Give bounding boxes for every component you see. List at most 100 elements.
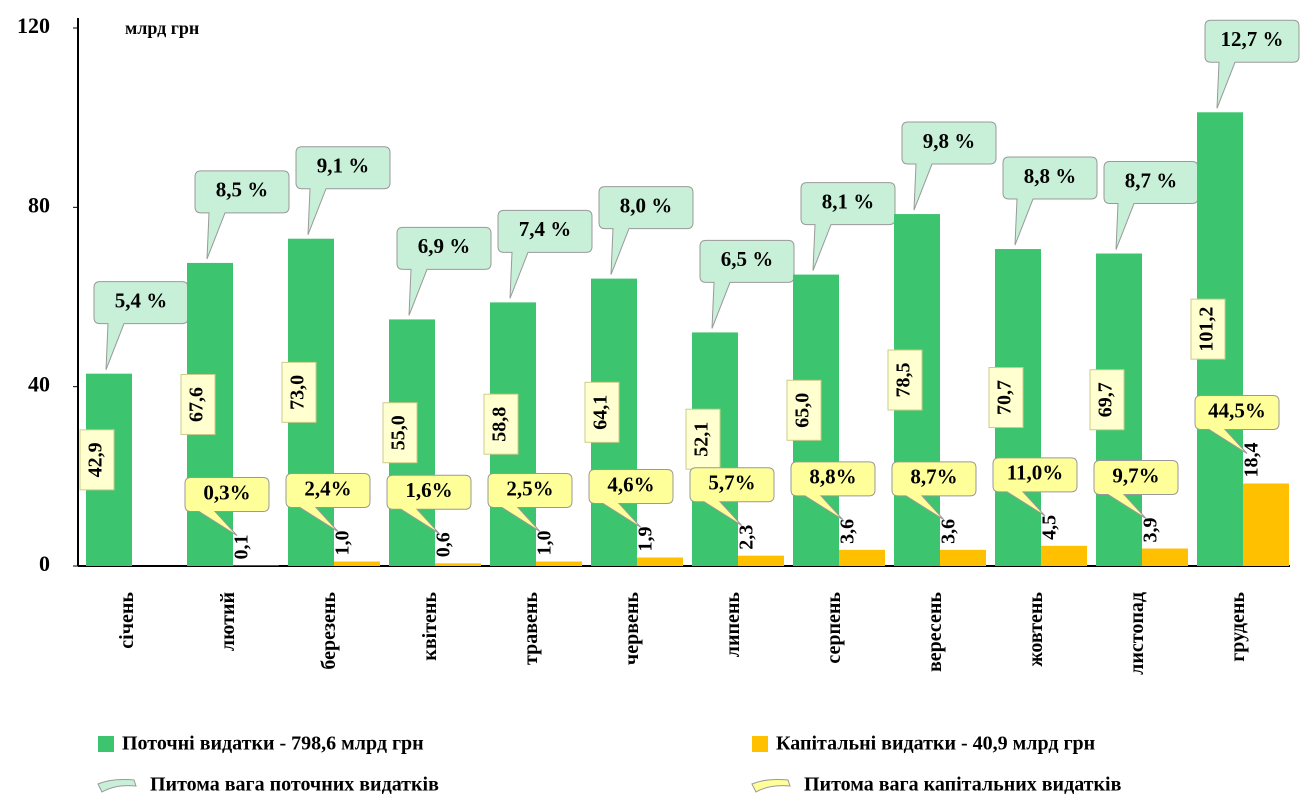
legend-label: Питома вага капітальних видатків [804, 774, 1122, 796]
share-label: 7,4 % [519, 217, 572, 241]
share-callout [184, 477, 270, 536]
share-label: 4,6% [607, 472, 654, 496]
bar [1041, 545, 1087, 566]
share-label: 44,5% [1208, 398, 1266, 422]
value-label: 52,1 [691, 422, 713, 457]
y-tick-label: 120 [17, 13, 50, 38]
value-label-box [584, 381, 620, 443]
value-label: 58,8 [489, 407, 511, 442]
x-tick-label: лютий [217, 592, 239, 651]
x-tick-label: червень [621, 592, 643, 665]
share-callout [285, 473, 371, 532]
bar [940, 549, 986, 566]
share-callout [1194, 395, 1280, 454]
share-label: 9,7% [1112, 463, 1159, 487]
x-tick-label: липень [722, 592, 744, 658]
share-callout [1093, 460, 1179, 519]
value-label-box [382, 402, 418, 464]
share-label: 8,1 % [822, 189, 875, 213]
value-label: 3,6 [938, 519, 960, 544]
share-label: 5,7% [708, 471, 755, 495]
bar [1243, 483, 1289, 566]
bar [536, 561, 582, 566]
value-label-box [180, 373, 216, 435]
value-label-box [281, 361, 317, 423]
legend-label: Питома вага поточних видатків [150, 774, 439, 796]
value-label: 70,7 [994, 380, 1016, 415]
value-label: 2,3 [736, 525, 758, 550]
legend-label: Поточні видатки - 798,6 млрд грн [122, 733, 424, 755]
share-callout [598, 186, 694, 275]
x-tick-label: квітень [419, 592, 441, 661]
x-tick-label: травень [520, 592, 542, 665]
value-label: 42,9 [85, 442, 107, 477]
value-label-box [1089, 369, 1125, 431]
share-callout [487, 473, 573, 532]
value-label: 4,5 [1039, 515, 1061, 540]
y-tick-label: 40 [28, 372, 50, 397]
x-tick-label: жовтень [1025, 592, 1047, 667]
share-label: 8,8% [809, 465, 856, 489]
value-label: 1,9 [635, 526, 657, 551]
x-tick-label: січень [116, 592, 138, 649]
share-label: 8,8 % [1024, 164, 1077, 188]
value-label: 65,0 [792, 393, 814, 428]
share-label: 9,8 % [923, 129, 976, 153]
legend-callout-icon [751, 779, 791, 793]
share-callout [992, 457, 1078, 517]
share-callout [790, 461, 876, 521]
share-label: 8,7% [910, 465, 957, 489]
share-label: 6,9 % [418, 234, 471, 258]
value-label: 3,9 [1140, 518, 1162, 543]
value-label: 73,0 [287, 375, 309, 410]
y-tick-label: 0 [39, 551, 50, 576]
share-callout [194, 170, 290, 260]
value-label: 1,0 [332, 531, 354, 556]
value-label: 18,4 [1241, 443, 1263, 478]
value-label: 101,2 [1196, 307, 1218, 352]
value-label: 0,6 [433, 532, 455, 557]
bar [1142, 548, 1188, 566]
legend-swatch [752, 736, 768, 752]
share-label: 12,7 % [1221, 27, 1284, 51]
value-label: 69,7 [1095, 382, 1117, 417]
share-label: 1,6% [405, 478, 452, 502]
share-label: 9,1 % [317, 154, 370, 178]
legend-swatch [98, 736, 114, 752]
x-tick-label: листопад [1126, 592, 1148, 675]
x-tick-label: грудень [1227, 592, 1249, 662]
legend-label: Капітальні видатки - 40,9 млрд грн [776, 733, 1095, 755]
share-callout [891, 461, 977, 521]
share-callout [689, 467, 775, 527]
share-callout [699, 239, 795, 329]
y-tick-label: 80 [28, 192, 50, 217]
share-callout [800, 182, 896, 271]
share-label: 8,0 % [620, 193, 673, 217]
value-label-box [685, 408, 721, 470]
bar [637, 557, 683, 566]
share-callout [295, 146, 391, 235]
value-label-box [988, 367, 1024, 429]
value-label: 67,6 [186, 387, 208, 422]
share-label: 8,7 % [1125, 168, 1178, 192]
value-label: 55,0 [388, 415, 410, 450]
share-label: 2,5% [506, 476, 553, 500]
value-label: 64,1 [590, 395, 612, 430]
value-label-box [887, 349, 923, 411]
share-callout [386, 474, 472, 534]
value-label: 3,6 [837, 519, 859, 544]
share-callout [497, 209, 593, 299]
share-label: 11,0% [1007, 461, 1064, 485]
x-tick-label: вересень [924, 592, 946, 672]
value-label-box [786, 379, 822, 441]
bar [435, 563, 481, 566]
value-label-box [1190, 298, 1226, 360]
share-label: 6,5 % [721, 247, 774, 271]
x-tick-label: серпень [823, 592, 845, 664]
share-callout [1002, 156, 1098, 246]
value-label: 1,0 [534, 531, 556, 556]
value-label-box [79, 429, 115, 491]
share-label: 0,3% [203, 480, 250, 504]
bar [738, 555, 784, 566]
